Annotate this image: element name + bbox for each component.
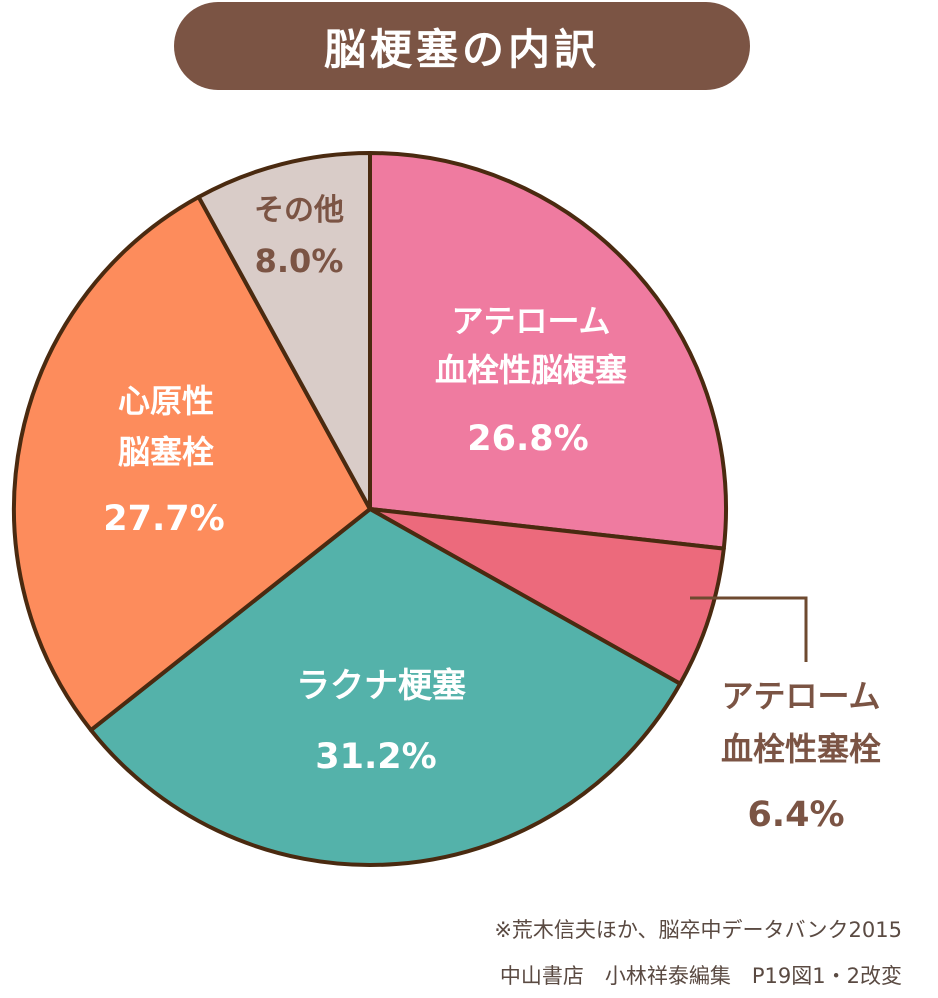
slice-value-lacunar: 31.2% — [315, 737, 436, 777]
slice-value-other: 8.0% — [255, 242, 344, 280]
slice-value-cardioembolic: 27.7% — [103, 499, 224, 539]
leader-line — [690, 596, 808, 662]
slice-label-atheroembolic-line1: アテローム — [721, 677, 880, 715]
source-note-line1: ※荒木信夫ほか、脳卒中データバンク2015 — [494, 918, 902, 942]
slice-label-other: その他 — [254, 193, 344, 228]
slice-label-atherothrombotic-line2: 血栓性脳梗塞 — [435, 351, 627, 389]
pie-slice-atheroembolic — [368, 507, 726, 686]
slice-value-atherothrombotic: 26.8% — [467, 419, 588, 459]
pie-slice-cardioembolic — [12, 194, 372, 733]
source-note-line2: 中山書店 小林祥泰編集 P19図1・2改変 — [499, 964, 902, 988]
slice-label-cardioembolic-line2: 脳塞栓 — [118, 433, 214, 471]
slice-value-atheroembolic: 6.4% — [747, 795, 844, 835]
pie-slice-atherothrombotic — [368, 151, 728, 551]
slice-label-cardioembolic-line1: 心原性 — [118, 382, 214, 420]
pie-slice-lacunar — [88, 507, 683, 867]
pie-slice-other — [196, 151, 372, 511]
chart-title: 脳梗塞の内訳 — [323, 24, 600, 74]
slice-label-atherothrombotic-line1: アテローム — [451, 302, 610, 340]
slice-label-lacunar: ラクナ梗塞 — [296, 666, 466, 706]
slice-label-atheroembolic-line2: 血栓性塞栓 — [721, 730, 881, 768]
chart-title-banner: 脳梗塞の内訳 — [174, 2, 750, 90]
